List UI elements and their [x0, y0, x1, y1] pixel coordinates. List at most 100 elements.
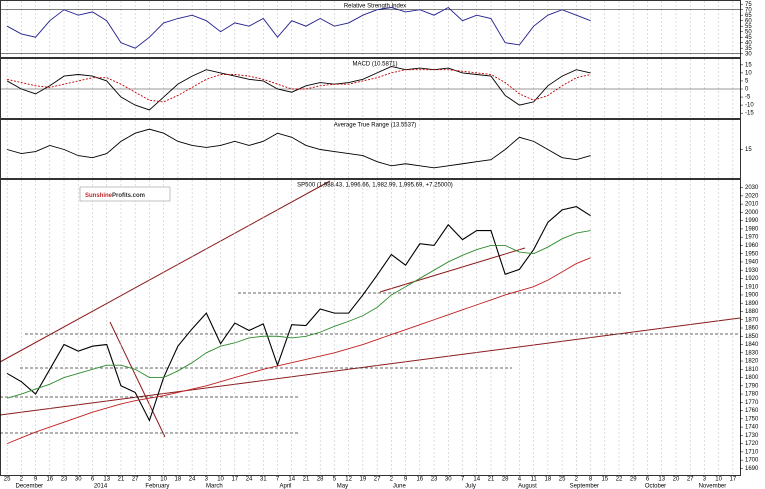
y-tick-label: 5: [745, 79, 749, 85]
y-tick-label: 1820: [745, 359, 759, 365]
month-label: December: [16, 484, 44, 489]
y-tick-label: 0: [745, 87, 749, 93]
x-tick-label: 2: [390, 477, 394, 483]
x-tick-label: 15: [601, 477, 608, 483]
x-tick-label: 2: [575, 477, 579, 483]
y-tick-label: 1810: [745, 367, 759, 373]
x-tick-label: 16: [46, 477, 53, 483]
x-tick-label: 3: [148, 477, 152, 483]
y-tick-label: 1880: [745, 309, 759, 315]
x-tick-label: 10: [217, 477, 224, 483]
x-tick-label: 6: [91, 477, 95, 483]
watermark: SunshineProfits.com: [85, 193, 145, 199]
y-tick-label: 1970: [745, 235, 759, 241]
trend-line: [0, 180, 331, 363]
panel-frame: [0, 119, 741, 179]
x-tick-label: 2: [20, 477, 24, 483]
y-tick-label: 1990: [745, 218, 759, 224]
x-tick-label: 30: [445, 477, 452, 483]
y-tick-label: 35: [745, 46, 752, 52]
series-line: [6, 6, 591, 49]
x-tick-label: 5: [333, 477, 337, 483]
y-tick-label: 60: [745, 18, 752, 24]
y-tick-label: 2000: [745, 210, 759, 216]
y-tick-label: 40: [745, 40, 752, 46]
x-tick-label: 3: [205, 477, 209, 483]
y-tick-label: 2010: [745, 202, 759, 208]
y-tick-label: 2020: [745, 193, 759, 199]
y-tick-label: 30: [745, 51, 752, 57]
x-tick-label: 27: [374, 477, 381, 483]
x-tick-label: 28: [502, 477, 509, 483]
x-tick-label: 24: [246, 477, 253, 483]
x-tick-label: 27: [132, 477, 139, 483]
x-tick-label: 21: [303, 477, 310, 483]
annotations: [0, 180, 741, 438]
x-tick-label: 7: [461, 477, 465, 483]
y-tick-label: 1900: [745, 293, 759, 299]
series-line: [6, 206, 591, 422]
y-tick-label: 1690: [745, 466, 759, 472]
x-tick-label: 13: [658, 477, 665, 483]
y-tick-label: 10: [745, 70, 752, 76]
x-tick-label: 3: [703, 477, 707, 483]
month-label: October: [645, 484, 666, 489]
y-tick-label: 15: [745, 147, 752, 153]
y-tick-label: -5: [745, 95, 751, 101]
y-tick-label: 1870: [745, 317, 759, 323]
y-tick-label: 1920: [745, 276, 759, 282]
panel-frame: [0, 0, 741, 58]
x-tick-label: 23: [431, 477, 438, 483]
y-tick-label: 1760: [745, 408, 759, 414]
y-tick-label: 45: [745, 35, 752, 41]
series-line: [6, 257, 591, 445]
series-line: [6, 128, 591, 169]
panel-title: Average True Range (13.5537): [334, 123, 417, 129]
month-label: June: [393, 484, 407, 489]
x-tick-label: 6: [646, 477, 650, 483]
x-tick-label: 14: [473, 477, 480, 483]
y-tick-label: 50: [745, 29, 752, 35]
y-tick-label: 1700: [745, 458, 759, 464]
y-tick-label: 1770: [745, 400, 759, 406]
x-tick-label: 8: [589, 477, 593, 483]
y-tick-label: 1750: [745, 416, 759, 422]
x-tick-label: 22: [616, 477, 623, 483]
series-line: [6, 65, 591, 111]
x-tick-label: 27: [687, 477, 694, 483]
y-tick-label: 1710: [745, 449, 759, 455]
y-tick-label: 1720: [745, 441, 759, 447]
x-tick-label: 25: [4, 477, 11, 483]
series-line: [7, 69, 591, 103]
x-tick-label: 7: [276, 477, 280, 483]
y-tick-label: 55: [745, 24, 752, 30]
x-tick-label: 11: [531, 477, 538, 483]
x-tick-label: 4: [518, 477, 522, 483]
y-tick-label: 1830: [745, 350, 759, 356]
y-tick-label: 1910: [745, 284, 759, 290]
trend-line: [379, 247, 526, 293]
month-label: August: [518, 484, 537, 489]
month-label: April: [279, 484, 291, 489]
month-label: February: [145, 484, 169, 489]
month-label: May: [337, 484, 348, 489]
panel-frame: [0, 58, 741, 119]
x-tick-label: 18: [545, 477, 552, 483]
panel-title: Relative Strength Index: [344, 4, 406, 10]
month-label: September: [570, 484, 599, 489]
x-tick-label: 14: [288, 477, 295, 483]
trend-line: [109, 321, 166, 438]
x-tick-label: 25: [559, 477, 566, 483]
x-tick-label: 29: [630, 477, 637, 483]
y-tick-label: 1890: [745, 301, 759, 307]
y-tick-label: 1960: [745, 243, 759, 249]
y-tick-label: 1840: [745, 342, 759, 348]
x-tick-label: 17: [231, 477, 238, 483]
x-tick-label: 20: [673, 477, 680, 483]
month-label: 2014: [94, 484, 108, 489]
x-tick-label: 31: [260, 477, 267, 483]
x-tick-label: 21: [118, 477, 125, 483]
y-tick-label: 1860: [745, 326, 759, 332]
x-tick-label: 16: [416, 477, 423, 483]
